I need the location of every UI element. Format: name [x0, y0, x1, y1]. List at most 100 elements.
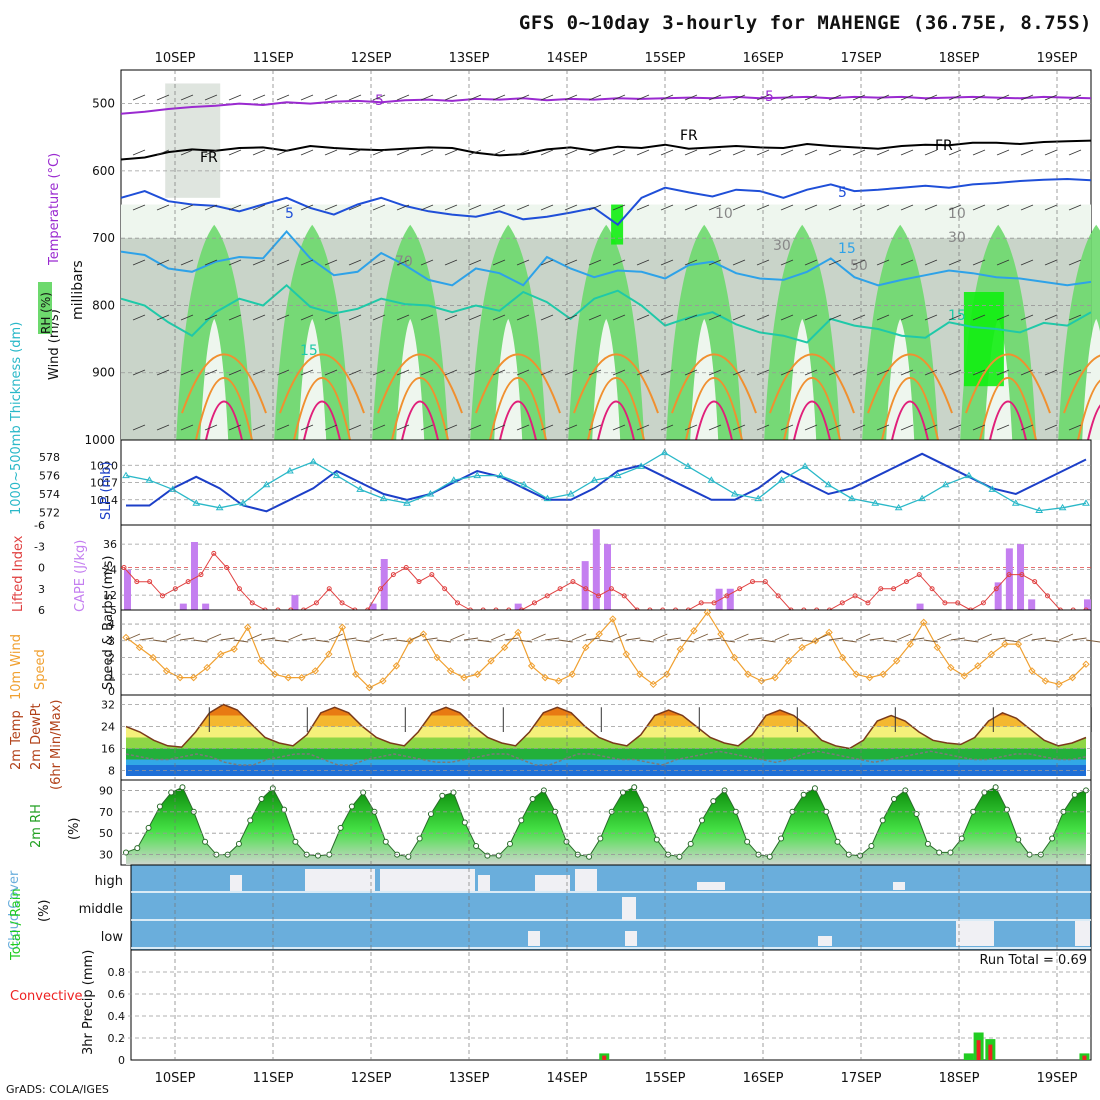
upper-wind-barb: [732, 149, 746, 156]
rh-legend-swatch: [38, 282, 52, 334]
wind-speed-point: [243, 623, 252, 632]
rh-point: [619, 789, 626, 796]
rh-point: [315, 852, 321, 859]
wind-barb: [180, 637, 195, 641]
rh-point: [699, 817, 705, 824]
wind-speed-point: [352, 670, 360, 678]
rh-point: [247, 817, 254, 824]
temp-band: [126, 748, 1086, 760]
upper-wind-barb: [276, 259, 290, 266]
upper-wind-barb: [660, 424, 674, 431]
rh-point: [992, 784, 999, 791]
lifted-index-point: [339, 600, 345, 606]
thickness-point: [918, 494, 926, 502]
wind-barb: [923, 639, 938, 643]
wind-barb: [734, 633, 749, 641]
rh-dry-core: [886, 318, 915, 440]
wind-barb: [774, 633, 790, 641]
thickness-point: [520, 480, 528, 488]
cape-bar: [604, 544, 611, 610]
wind-barb: [342, 637, 357, 641]
upper-wind-barb: [924, 369, 938, 376]
upper-wind-barb: [180, 204, 194, 211]
date-label-bottom: 11SEP: [253, 1071, 294, 1086]
upper-wind-barb: [516, 259, 530, 266]
isotherm-25: [783, 376, 841, 441]
precip-tick-label: 0.2: [108, 1032, 126, 1045]
upper-wind-barb: [900, 314, 914, 321]
upper-wind-barb: [492, 424, 506, 431]
isotherm-20: [181, 353, 267, 414]
lifted-index-point: [993, 586, 999, 592]
upper-wind-barb: [876, 314, 890, 321]
rh-dry-core: [396, 318, 425, 440]
upper-wind-barb: [660, 259, 674, 266]
upper-wind-barb: [300, 259, 314, 266]
wind-speed-point: [1028, 667, 1036, 675]
wind-barb: [707, 637, 722, 641]
lifted-index-point: [980, 600, 986, 606]
upper-wind-barb: [372, 259, 386, 266]
upper-wind-barb: [348, 369, 362, 376]
lifted-index-point: [1006, 572, 1012, 578]
date-label-bottom: 12SEP: [351, 1071, 392, 1086]
lifted-index-point: [865, 600, 871, 606]
date-label-bottom: 13SEP: [449, 1071, 490, 1086]
lifted-index-point: [390, 572, 396, 578]
upper-wind-barb: [996, 149, 1010, 156]
isotherm-20: [769, 353, 855, 414]
upper-wind-barb: [612, 204, 626, 211]
upper-wind-barb: [1044, 259, 1058, 266]
contour-label: -5: [370, 93, 384, 109]
wind-speed-point: [527, 662, 536, 670]
upper-wind-barb: [636, 94, 650, 101]
upper-wind-barb: [492, 204, 506, 211]
li-tick-label: -3: [34, 540, 45, 553]
wind-speed-point: [838, 653, 847, 662]
cape-bar: [916, 603, 924, 610]
isotherm-20: [279, 353, 365, 414]
isotherm-25: [195, 376, 253, 441]
upper-wind-barb: [804, 424, 818, 431]
upper-wind-barb: [252, 314, 266, 321]
isotherm-25: [391, 376, 449, 441]
lifted-index-point: [737, 586, 743, 592]
wind-speed-point: [392, 662, 401, 670]
wind-speed-point: [892, 657, 901, 665]
rh-point: [958, 835, 965, 842]
lifted-index-point: [454, 600, 460, 606]
cloud-fraction-block: [305, 869, 375, 891]
li-tick-label: 6: [38, 604, 45, 617]
wind-barb: [815, 633, 830, 641]
wind-speed-point: [933, 643, 941, 652]
lifted-index-point: [403, 565, 409, 570]
wind-barb: [234, 639, 249, 643]
upper-wind-barb: [828, 94, 842, 101]
precip-tick-label: 0.6: [108, 988, 126, 1001]
upper-wind-barb: [636, 369, 650, 376]
rh-point: [879, 817, 886, 824]
upper-wind-barb: [324, 94, 338, 101]
upper-wind-barb: [348, 314, 362, 321]
wind-speed-point: [284, 673, 292, 682]
isotherm-25: [587, 376, 645, 441]
upper-wind-barb: [588, 314, 602, 321]
upper-wind-barb: [996, 369, 1010, 376]
rh-tick-label: 70: [99, 806, 113, 819]
lifted-index-point: [583, 586, 589, 592]
rh-axis-label: 2m RH: [29, 804, 44, 848]
wind-barb: [545, 637, 560, 641]
thickness-tick-label: 578: [39, 451, 60, 464]
thickness-point: [122, 471, 130, 479]
thickness-point: [543, 494, 552, 502]
thickness-point: [356, 485, 365, 492]
lifted-index-point: [1019, 572, 1025, 578]
wind10m-panel: [120, 609, 1092, 696]
upper-wind-barb: [876, 204, 890, 211]
contour-label: 30: [773, 238, 791, 254]
temp-tick-label: 32: [101, 699, 115, 712]
upper-wind-barb: [612, 259, 626, 266]
date-label-top: 12SEP: [351, 51, 392, 66]
wind-speed-point: [825, 628, 833, 637]
wind-barb: [720, 639, 735, 643]
